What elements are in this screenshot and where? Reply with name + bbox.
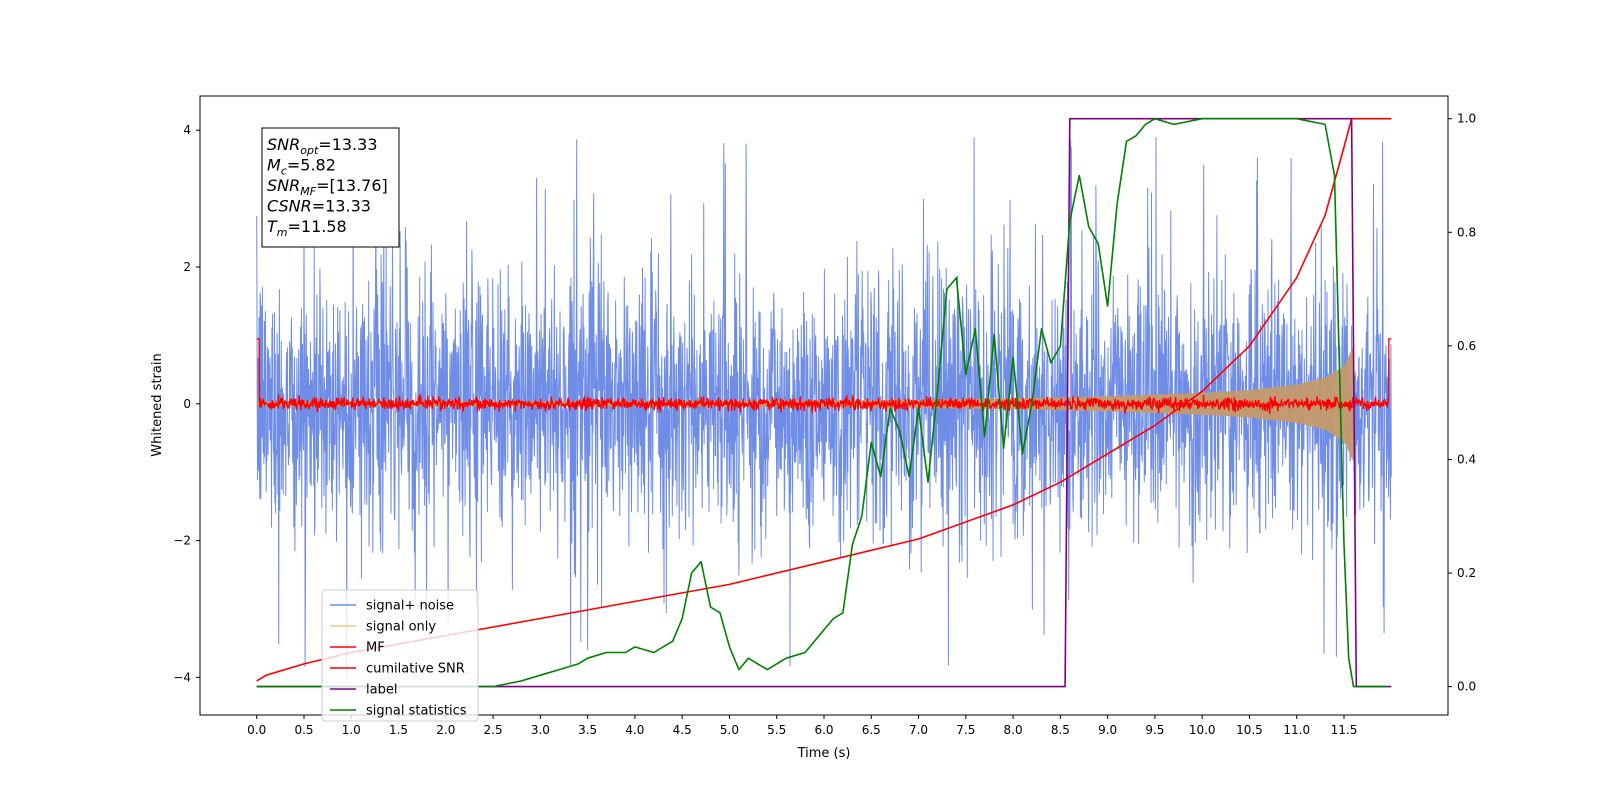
x-tick-label: 0.0 — [247, 723, 266, 737]
x-tick-label: 2.5 — [484, 723, 503, 737]
x-tick-label: 10.0 — [1189, 723, 1216, 737]
legend-frame — [321, 589, 479, 722]
y-tick-label-left: 4 — [183, 123, 191, 137]
y-tick-label-left: 2 — [183, 260, 191, 274]
x-tick-label: 7.0 — [909, 723, 928, 737]
legend-entry-label: signal statistics — [366, 704, 467, 719]
y-tick-label-right: 0.8 — [1457, 225, 1476, 239]
x-tick-label: 0.5 — [294, 723, 313, 737]
x-tick-label: 4.5 — [673, 723, 692, 737]
y-tick-label-right: 0.0 — [1457, 680, 1476, 694]
x-tick-label: 5.0 — [720, 723, 739, 737]
annotation-line: Mc=5.82 — [267, 156, 336, 178]
y-tick-label-right: 0.2 — [1457, 566, 1476, 580]
x-tick-label: 9.5 — [1145, 723, 1164, 737]
x-tick-label: 4.0 — [625, 723, 644, 737]
x-tick-label: 6.0 — [814, 723, 833, 737]
x-tick-label: 3.0 — [531, 723, 550, 737]
x-tick-label: 6.5 — [862, 723, 881, 737]
x-tick-label: 5.5 — [767, 723, 786, 737]
y-tick-label-right: 0.4 — [1457, 452, 1476, 466]
legend-entry-label: signal+ noise — [366, 599, 454, 614]
x-tick-label: 7.5 — [956, 723, 975, 737]
ticks: 0.0 0.5 1.0 1.5 2.0 2.5 3.0 3.5 4.0 4.5 5.0 5.5 6.0 6… — [173, 112, 1476, 737]
y-tick-label-left: −4 — [173, 670, 191, 684]
x-tick-label: 1.5 — [389, 723, 408, 737]
annotation-line: CSNR=13.33 — [267, 197, 371, 216]
annotation-line: SNRopt=13.33 — [267, 135, 378, 157]
series-mf — [256, 338, 1392, 415]
series-signal-statistics — [256, 117, 1387, 688]
x-tick-label: 11.5 — [1331, 723, 1358, 737]
annotation-line: Tm=11.58 — [267, 217, 347, 239]
y-tick-label-right: 1.0 — [1457, 112, 1476, 126]
x-tick-label: 10.5 — [1236, 723, 1263, 737]
y-tick-label-left: −2 — [173, 534, 191, 548]
x-tick-label: 8.5 — [1051, 723, 1070, 737]
legend-entry-label: signal only — [366, 620, 436, 635]
x-tick-label: 9.0 — [1098, 723, 1117, 737]
legend: signal+ noise signal only MF cumilative SNR… — [321, 589, 479, 722]
annotation-box: SNRopt=13.33Mc=5.82SNRMF=[13.76]CSNR=13.… — [261, 127, 400, 248]
legend-entry-label: cumilative SNR — [366, 662, 465, 677]
y-tick-label-right: 0.6 — [1457, 339, 1476, 353]
x-tick-label: 3.5 — [578, 723, 597, 737]
x-tick-label: 11.0 — [1283, 723, 1310, 737]
legend-entry-label: MF — [366, 641, 385, 656]
y-tick-label-left: 0 — [183, 397, 191, 411]
x-tick-label: 2.0 — [436, 723, 455, 737]
series-signal-noise — [256, 136, 1392, 678]
x-tick-label: 8.0 — [1004, 723, 1023, 737]
annotation-frame — [261, 127, 400, 248]
x-axis-label: Time (s) — [797, 746, 851, 761]
y-axis-label: Whitened strain — [150, 353, 165, 456]
legend-entry-label: label — [366, 683, 397, 698]
annotation-line: SNRMF=[13.76] — [267, 176, 388, 198]
x-tick-label: 1.0 — [342, 723, 361, 737]
